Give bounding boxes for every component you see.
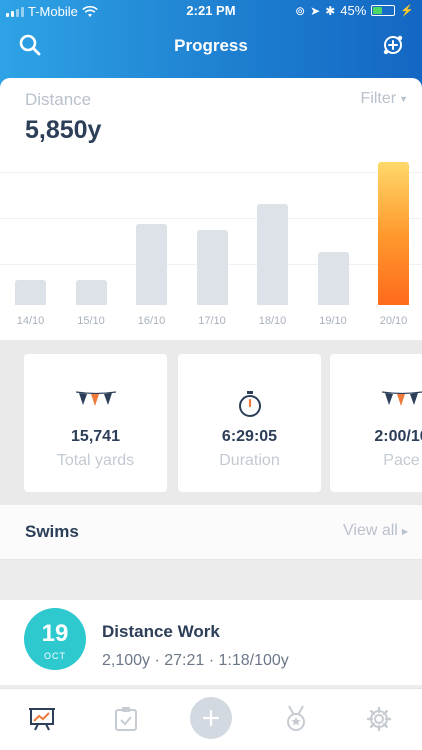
x-tick-label: 15/10 [77, 315, 105, 327]
checklist-icon[interactable] [108, 701, 144, 737]
gridline [0, 172, 422, 173]
stat-label: Total yards [56, 452, 135, 469]
wifi-icon [82, 5, 98, 17]
x-tick-label: 19/10 [319, 315, 347, 327]
date-badge: 19 OCT [24, 608, 86, 670]
signal-icon [6, 6, 24, 17]
x-tick-label: 17/10 [198, 315, 226, 327]
view-all-label: View all [343, 522, 398, 539]
x-tick-label: 14/10 [16, 315, 45, 327]
swims-title: Swims [25, 522, 79, 541]
stat-label: Duration [219, 452, 280, 469]
status-bar: T-Mobile 2:21 PM ⊚ ➤ ✱ 45% ⚡ [0, 0, 422, 22]
progress-icon[interactable] [24, 701, 60, 737]
stat-value: 2:00/10 [374, 428, 422, 445]
stat-card-total-yards[interactable]: 15,741 Total yards [24, 354, 167, 492]
swim-meta: 2,100y · 27:21 · 1:18/100y [102, 652, 289, 669]
stat-value: 6:29:05 [221, 428, 278, 445]
chart-bar-14-10[interactable] [15, 280, 46, 305]
stat-value: 15,741 [71, 428, 120, 445]
distance-value: 5,850y [25, 116, 102, 144]
gridline [0, 218, 422, 219]
add-icon[interactable] [190, 697, 232, 739]
tab-bar [0, 688, 422, 750]
date-day: 19 [41, 620, 69, 647]
swim-name: Distance Work [102, 622, 220, 641]
battery-icon [371, 5, 396, 16]
clock: 2:21 PM [186, 3, 236, 18]
swims-header: Swims View all ▶ [0, 505, 422, 560]
filter-button[interactable]: Filter ▼ [361, 90, 408, 108]
chart-bar-19-10[interactable] [317, 251, 349, 305]
pennant-icon [330, 390, 422, 408]
view-all-link[interactable]: View all ▶ [343, 522, 408, 540]
distance-card: Distance 5,850y Filter ▼ 14/10 15/10 16/10… [0, 78, 422, 340]
caret-right-icon: ▶ [401, 526, 408, 536]
stat-label: Pace [383, 452, 420, 469]
settings-icon[interactable] [361, 701, 397, 737]
medal-icon[interactable] [278, 701, 314, 737]
filter-label: Filter [360, 90, 397, 107]
section-divider [0, 560, 422, 600]
caret-down-icon: ▼ [399, 94, 408, 104]
bluetooth-icon: ✱ [325, 3, 336, 18]
chart-bar-18-10[interactable] [257, 204, 288, 305]
charging-icon: ⚡ [400, 5, 414, 17]
pennant-icon [24, 390, 167, 408]
page-title: Progress [174, 36, 248, 55]
stat-card-duration[interactable]: 6:29:05 Duration [178, 354, 321, 492]
x-tick-label: 20/10 [379, 315, 408, 327]
x-tick-label: 16/10 [137, 315, 166, 327]
battery-percent: 45% [340, 3, 367, 18]
date-month: OCT [44, 651, 66, 661]
stat-card-pace[interactable]: 2:00/10 Pace [330, 354, 422, 492]
swim-list-item[interactable]: 19 OCT Distance Work 2,100y · 27:21 · 1:… [0, 600, 422, 685]
app-header: T-Mobile 2:21 PM ⊚ ➤ ✱ 45% ⚡ Progress [0, 0, 422, 88]
chart-bar-16-10[interactable] [136, 224, 167, 305]
chart-bar-15-10[interactable] [75, 279, 107, 305]
location-icon: ➤ [310, 3, 321, 18]
lock-rotation-icon: ⊚ [295, 3, 306, 18]
carrier-label: T-Mobile [28, 4, 78, 19]
distance-label: Distance [25, 90, 92, 109]
stats-row: 15,741 Total yards 6:29:05 Duration 2:00… [0, 340, 422, 505]
chart-bar-17-10[interactable] [196, 229, 228, 305]
x-tick-label: 18/10 [258, 315, 287, 327]
stopwatch-icon [178, 390, 321, 418]
add-friend-icon[interactable] [378, 30, 408, 60]
nav-bar: Progress [0, 22, 422, 68]
search-icon[interactable] [15, 30, 45, 60]
chart-bar-20-10[interactable] [378, 162, 409, 305]
